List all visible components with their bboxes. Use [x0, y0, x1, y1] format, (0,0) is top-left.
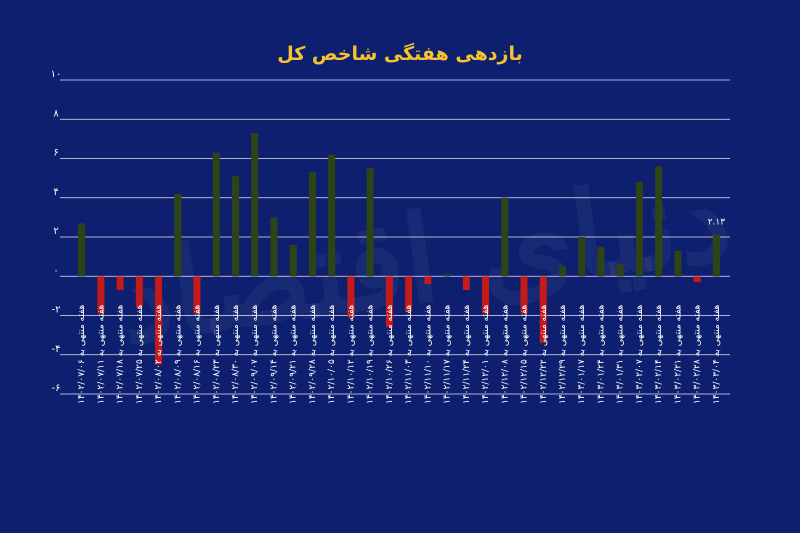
- bar: [424, 276, 432, 285]
- bar: [97, 276, 105, 314]
- bar: [559, 266, 566, 277]
- x-tick-label: هفته منتهی به ۱۴۰۲/۰۸/۰۹: [173, 304, 183, 404]
- bar: [135, 276, 143, 308]
- y-tick-label: ۱۰: [51, 69, 62, 80]
- x-tick-label: هفته منتهی به ۱۴۰۲/۱۲/۰۸: [500, 304, 510, 404]
- x-tick-label: هفته منتهی به ۱۴۰۲/۱۱/۱۷: [443, 304, 453, 404]
- bar: [347, 276, 355, 318]
- y-tick-label: ۴: [53, 187, 58, 198]
- x-tick-label: هفته منتهی به ۱۴۰۳/۰۲/۰۷: [635, 304, 645, 404]
- bar: [328, 154, 336, 277]
- bar: [174, 193, 182, 277]
- gridlines: [60, 79, 730, 395]
- bar: [462, 276, 470, 290]
- x-tick-label: هفته منتهی به ۱۴۰۲/۰۸/۳۰: [231, 304, 241, 404]
- data-label: ۲.۱۳: [708, 217, 726, 227]
- bar: [270, 217, 278, 277]
- bar: [289, 244, 297, 277]
- x-tick-label: هفته منتهی به ۱۴۰۲/۱۰/۱۹: [366, 304, 376, 404]
- bars: [78, 132, 720, 365]
- x-tick-label: هفته منتهی به ۱۴۰۲/۰۸/۲۳: [212, 304, 222, 404]
- x-tick-label: هفته منتهی به ۱۴۰۳/۰۱/۳۱: [616, 304, 626, 404]
- x-tick-label: هفته منتهی به ۱۴۰۲/۰۷/۱۱: [96, 304, 106, 404]
- x-tick-label: هفته منتهی به ۱۴۰۲/۱۱/۲۴: [462, 304, 472, 404]
- x-tick-label: هفته منتهی به ۱۴۰۳/۰۱/۲۴: [596, 304, 606, 404]
- y-tick-label: ۸: [53, 108, 59, 119]
- bar: [251, 132, 259, 277]
- x-tick-label: هفته منتهی به ۱۴۰۲/۰۹/۲۸: [308, 304, 318, 404]
- bar: [520, 276, 528, 314]
- y-tick-label: -۶: [52, 383, 61, 394]
- x-tick-label: هفته منتهی به ۱۴۰۲/۱۲/۲۲: [539, 304, 549, 404]
- x-tick-label: هفته منتهی به ۱۴۰۲/۱۰/۱۲: [346, 304, 356, 404]
- bar: [155, 276, 163, 365]
- x-tick-label: هفته منتهی به ۱۴۰۲/۱۰/۰۵: [327, 304, 337, 404]
- bar: [578, 237, 586, 277]
- bar: [443, 274, 451, 277]
- bar: [116, 276, 124, 290]
- bar: [212, 152, 220, 277]
- x-tick-label: هفته منتهی به ۱۴۰۲/۰۹/۲۱: [289, 304, 299, 404]
- x-tick-label: هفته منتهی به ۱۴۰۲/۱۰/۲۶: [385, 304, 395, 404]
- x-tick-label: هفته منتهی به ۱۴۰۲/۱۲/۰۱: [481, 304, 491, 404]
- bar: [501, 197, 509, 277]
- y-tick-label: -۲: [52, 305, 61, 316]
- bar: [539, 276, 547, 343]
- x-tick-label: هفته منتهی به ۱۴۰۲/۰۹/۱۴: [269, 304, 279, 404]
- x-axis-ticks: هفته منتهی به ۱۴۰۲/۰۷/۰۶ هفته منتهی به ۱۴…: [77, 304, 722, 404]
- bar: [482, 276, 490, 314]
- bar: [308, 172, 316, 277]
- y-tick-label: ۰: [53, 265, 58, 276]
- bar: [616, 264, 624, 277]
- x-tick-label: هفته منتهی به ۱۴۰۳/۰۳/۰۴: [712, 304, 722, 404]
- x-tick-label: هفته منتهی به ۱۴۰۲/۱۱/۰۳: [404, 304, 414, 404]
- x-tick-label: هفته منتهی به ۱۴۰۳/۰۲/۱۴: [654, 304, 664, 404]
- x-tick-label: هفته منتهی به ۱۴۰۲/۰۷/۱۸: [116, 304, 126, 404]
- y-tick-label: -۴: [52, 344, 61, 355]
- y-tick-label: ۲: [53, 226, 58, 237]
- x-tick-label: هفته منتهی به ۱۴۰۲/۱۲/۲۹: [558, 304, 568, 404]
- x-tick-label: هفته منتهی به ۱۴۰۲/۱۱/۱۰: [423, 304, 433, 404]
- bar: [597, 246, 605, 277]
- y-axis-ticks: ۱۰ ۸ ۶ ۴ ۲ ۰ -۲ -۴ -۶: [51, 69, 62, 394]
- bar: [635, 182, 643, 277]
- bar: [78, 223, 86, 277]
- x-tick-label: هفته منتهی به ۱۴۰۲/۰۹/۰۷: [250, 304, 260, 404]
- bar: [674, 250, 682, 277]
- x-tick-label: هفته منتهی به ۱۴۰۲/۰۷/۰۶: [77, 304, 87, 404]
- x-tick-label: هفته منتهی به ۱۴۰۲/۰۸/۰۲: [154, 304, 164, 404]
- bar: [655, 166, 663, 277]
- x-tick-label: هفته منتهی به ۱۴۰۳/۰۲/۲۱: [673, 304, 683, 404]
- bar: [193, 276, 201, 314]
- bar: [366, 168, 374, 277]
- data-labels: ۲.۱۳: [708, 217, 726, 227]
- bar: [405, 276, 413, 312]
- bar: [712, 234, 720, 277]
- x-tick-label: هفته منتهی به ۱۴۰۳/۰۱/۱۷: [577, 304, 587, 404]
- x-tick-label: هفته منتهی به ۱۴۰۲/۱۲/۱۵: [520, 304, 530, 404]
- x-tick-label: هفته منتهی به ۱۴۰۳/۰۲/۲۸: [693, 304, 703, 404]
- y-tick-label: ۶: [53, 148, 58, 159]
- x-tick-label: هفته منتهی به ۱۴۰۲/۰۷/۲۵: [135, 304, 145, 404]
- bar: [693, 276, 701, 283]
- chart-title: بازدهی هفتگی شاخص کل: [277, 42, 523, 65]
- bar: [385, 276, 393, 328]
- x-tick-label: هفته منتهی به ۱۴۰۲/۰۸/۱۶: [193, 304, 203, 404]
- bar: [232, 176, 239, 277]
